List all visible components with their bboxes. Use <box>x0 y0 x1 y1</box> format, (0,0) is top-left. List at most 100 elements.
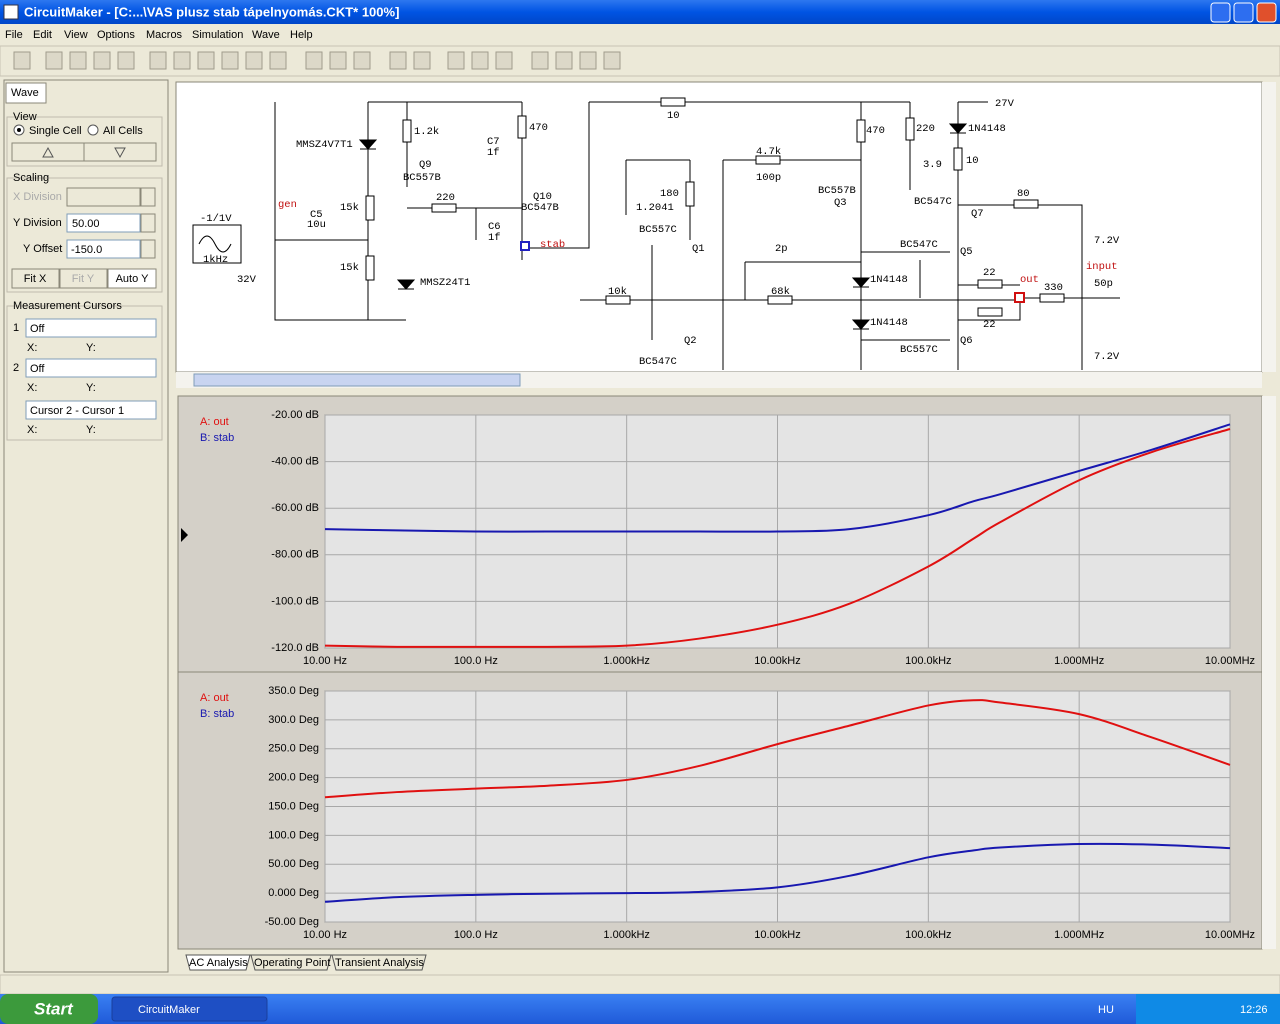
toolbar-button[interactable] <box>93 51 111 70</box>
component-label: 220 <box>436 192 455 204</box>
wave-scrollbar[interactable] <box>1262 396 1276 949</box>
status-bar <box>0 974 1280 995</box>
component-label: 10 <box>667 110 680 122</box>
spinner[interactable] <box>140 239 156 259</box>
button-label: Fit X <box>24 273 47 285</box>
toolbar-button[interactable] <box>531 51 549 70</box>
panel-tab-label: Wave <box>11 87 39 99</box>
y-tick-label: -40.00 dB <box>271 456 319 468</box>
sheet-tab[interactable] <box>185 954 251 971</box>
cursor2-select[interactable] <box>25 358 157 378</box>
fit-y-button[interactable] <box>59 268 108 289</box>
toolbar-button[interactable] <box>69 51 87 70</box>
radio-all[interactable] <box>87 124 99 136</box>
toolbar-button[interactable] <box>353 51 371 70</box>
toolbar-button[interactable] <box>245 51 263 70</box>
cursor-group <box>6 305 163 441</box>
toolbar-button[interactable] <box>197 51 215 70</box>
app-icon <box>3 4 19 20</box>
title-bar <box>0 0 1280 24</box>
toolbar-button[interactable] <box>389 51 407 70</box>
y-division-input[interactable] <box>66 213 141 233</box>
diode <box>851 277 871 288</box>
select-value: Off <box>30 363 45 375</box>
sheet-tab[interactable] <box>250 954 332 971</box>
menu-item[interactable]: Macros <box>146 29 183 41</box>
tray <box>1136 994 1280 1024</box>
component-label: Q7 <box>971 208 984 220</box>
component-label: Q1 <box>692 243 705 255</box>
component-label: 180 <box>660 188 679 200</box>
field-label: Y Division <box>13 217 62 229</box>
cursor1-select[interactable] <box>25 318 157 338</box>
series-line <box>324 423 1231 533</box>
toolbar-button[interactable] <box>603 51 621 70</box>
resistor <box>977 279 1003 289</box>
menu-item[interactable]: View <box>64 29 88 41</box>
panel-tab[interactable] <box>5 82 47 104</box>
toolbar-button[interactable] <box>173 51 191 70</box>
toolbar-button[interactable] <box>305 51 323 70</box>
x-tick-label: 10.00 Hz <box>303 929 347 941</box>
component-label: 1N4148 <box>968 123 1006 135</box>
toolbar-button[interactable] <box>471 51 489 70</box>
toolbar-button[interactable] <box>447 51 465 70</box>
radio-dot <box>17 128 21 132</box>
toolbar-button[interactable] <box>555 51 573 70</box>
schematic-area[interactable] <box>175 81 1263 373</box>
menu-item[interactable]: File <box>5 29 23 41</box>
menu-item[interactable]: Help <box>290 29 313 41</box>
toolbar-button[interactable] <box>269 51 287 70</box>
toolbar-button[interactable] <box>579 51 597 70</box>
up-button[interactable] <box>11 142 85 162</box>
component-label: MMSZ4V7T1 <box>296 139 353 151</box>
x-label: X: <box>27 382 37 394</box>
spinner[interactable] <box>140 213 156 233</box>
fit-x-button[interactable] <box>11 268 60 289</box>
component-label: 27V <box>995 98 1015 110</box>
resistor <box>660 97 686 107</box>
toolbar-button[interactable] <box>117 51 135 70</box>
task-button[interactable] <box>111 996 268 1022</box>
spinner[interactable] <box>140 187 156 207</box>
toolbar-button[interactable] <box>45 51 63 70</box>
resistor <box>365 255 375 281</box>
diode <box>948 123 968 134</box>
field-value: -150.0 <box>71 244 102 256</box>
v-scrollbar[interactable] <box>1262 82 1276 372</box>
component-label: gen <box>278 199 297 211</box>
minimize-button[interactable] <box>1210 2 1231 23</box>
auto-y-button[interactable] <box>107 268 157 289</box>
toolbar-button[interactable] <box>13 51 31 70</box>
restore-button[interactable] <box>1233 2 1254 23</box>
component-label: Q6 <box>960 335 973 347</box>
scroll-thumb[interactable] <box>193 373 521 387</box>
y-tick-label: -20.00 dB <box>271 409 319 421</box>
x-tick-label: 100.0kHz <box>905 929 951 941</box>
down-button[interactable] <box>83 142 157 162</box>
toolbar-button[interactable] <box>149 51 167 70</box>
y-offset-input[interactable] <box>66 239 141 259</box>
field-label: Y Offset <box>23 243 62 255</box>
x-tick-label: 100.0kHz <box>905 655 951 667</box>
menu-item[interactable]: Wave <box>252 29 280 41</box>
probe-b <box>520 241 530 251</box>
y-tick-label: -100.0 dB <box>271 595 319 607</box>
x-division-input[interactable] <box>66 187 141 207</box>
start-button[interactable] <box>0 994 98 1024</box>
diff-select[interactable] <box>25 400 157 420</box>
menu-item[interactable]: Options <box>97 29 135 41</box>
menu-item[interactable]: Edit <box>33 29 52 41</box>
view-group <box>6 116 163 167</box>
toolbar-button[interactable] <box>221 51 239 70</box>
toolbar-button[interactable] <box>329 51 347 70</box>
toolbar-button[interactable] <box>495 51 513 70</box>
toolbar-button[interactable] <box>413 51 431 70</box>
radio-label: Single Cell <box>29 125 82 137</box>
close-button[interactable] <box>1256 2 1277 23</box>
diode <box>358 139 378 150</box>
menu-item[interactable]: Simulation <box>192 29 243 41</box>
sheet-tab[interactable] <box>331 954 427 971</box>
resistor <box>605 295 631 305</box>
